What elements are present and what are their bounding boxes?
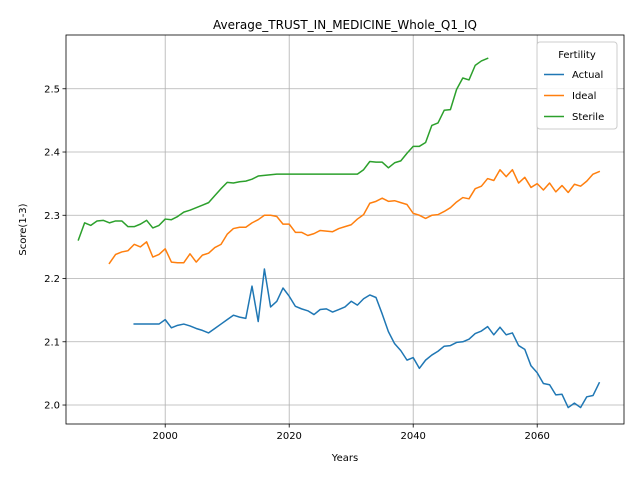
series-lines	[77, 57, 601, 409]
series-line-ideal	[108, 168, 601, 265]
grid	[66, 35, 624, 424]
x-tick-label: 2060	[524, 431, 549, 442]
y-axis-label: Score(1-3)	[18, 203, 29, 255]
chart-title: Average_TRUST_IN_MEDICINE_Whole_Q1_IQ	[213, 18, 477, 32]
series-line-sterile	[77, 57, 489, 241]
y-tick-label: 2.2	[44, 274, 60, 285]
axis-ticks: 2000 2020 2040 2060 2.0 2.1 2.2 2.3 2.4 2.5	[44, 84, 550, 442]
x-tick-label: 2040	[400, 431, 425, 442]
y-tick-label: 2.3	[44, 211, 60, 222]
legend-label-ideal: Ideal	[572, 91, 596, 102]
legend-items: Actual Ideal Sterile	[544, 70, 604, 123]
series-line-actual	[133, 268, 601, 409]
y-tick-label: 2.0	[44, 401, 60, 412]
y-tick-label: 2.4	[44, 148, 60, 159]
y-tick-label: 2.1	[44, 337, 60, 348]
x-axis-label: Years	[331, 453, 358, 464]
legend-label-sterile: Sterile	[572, 112, 604, 123]
plot-area-frame	[65, 34, 625, 425]
x-tick-label: 2000	[152, 431, 177, 442]
x-tick-label: 2020	[276, 431, 301, 442]
legend-box	[536, 41, 618, 130]
legend-label-actual: Actual	[572, 70, 603, 81]
legend: Fertility Actual Ideal Sterile	[536, 41, 618, 130]
y-tick-label: 2.5	[44, 84, 60, 95]
legend-title: Fertility	[558, 50, 596, 61]
